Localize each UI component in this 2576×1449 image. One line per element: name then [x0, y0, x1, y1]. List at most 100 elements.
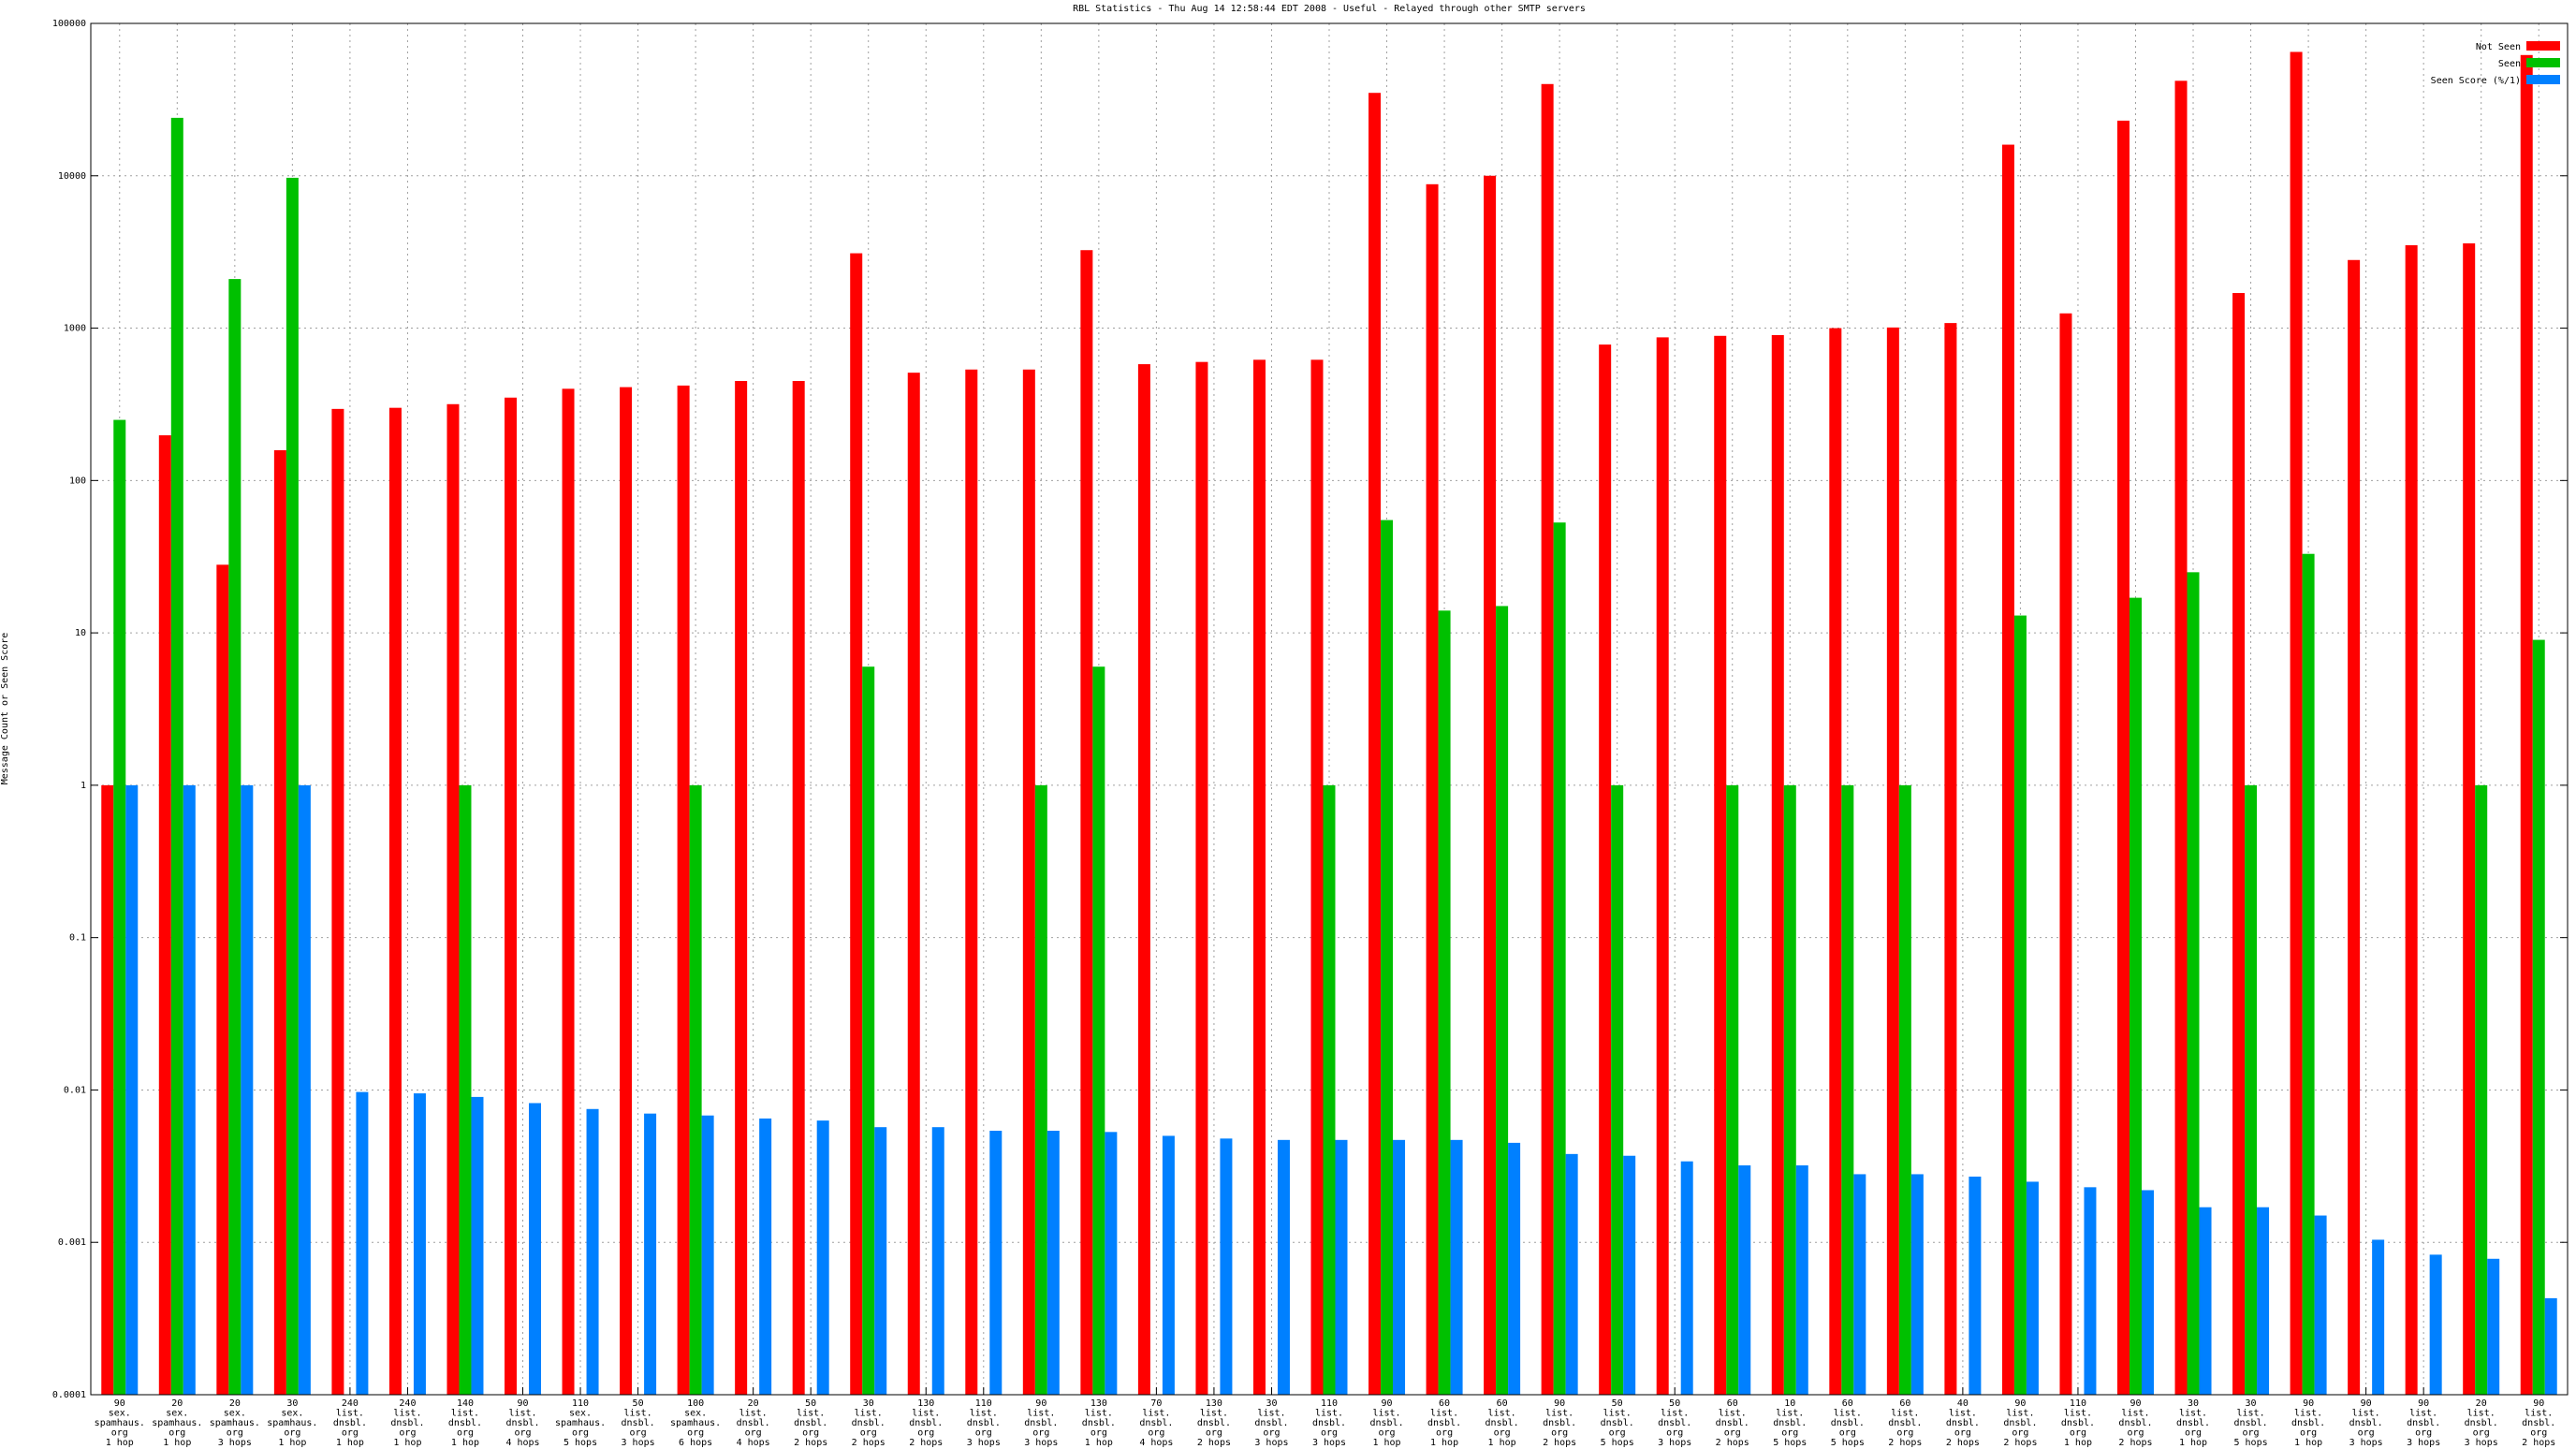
bar — [677, 385, 690, 1395]
x-tick-label-line: 1 hop — [2294, 1438, 2322, 1448]
x-tick-label-line: dnsbl. — [1486, 1418, 1519, 1428]
bar — [2013, 615, 2027, 1395]
x-tick-label-line: 1 hop — [278, 1438, 306, 1448]
bar — [388, 407, 402, 1396]
x-tick-label: 90 list. dnsbl. org 3 hops — [1024, 1398, 1058, 1448]
x-tick-label-line: org — [457, 1428, 474, 1439]
x-tick-label-line: list. — [1545, 1409, 1573, 1419]
x-tick-label-line: 90 — [517, 1398, 528, 1409]
x-tick-label-line: list. — [1430, 1409, 1458, 1419]
x-tick-label-line: 240 — [342, 1398, 359, 1409]
x-tick-label-line: org — [111, 1428, 128, 1439]
x-tick-label-line: 1 hop — [451, 1438, 479, 1448]
x-tick-label-line: org — [2243, 1428, 2260, 1439]
x-tick-label-line: dnsbl. — [1082, 1418, 1116, 1428]
bar — [1220, 1138, 1233, 1395]
x-tick-label-line: 2 hops — [2522, 1438, 2555, 1448]
x-tick-label-line: spamhaus. — [210, 1418, 260, 1428]
bar — [2059, 313, 2072, 1395]
bar — [1046, 1131, 1060, 1395]
x-tick-label-line: 2 hops — [2003, 1438, 2037, 1448]
x-tick-label-line: sex. — [281, 1409, 303, 1419]
bar — [1680, 1161, 1693, 1395]
x-tick-label-line: 50 — [1612, 1398, 1623, 1409]
bar — [1252, 359, 1266, 1395]
bar — [1969, 1177, 1982, 1395]
x-tick-label: 130 list. dnsbl. org 2 hops — [909, 1398, 943, 1448]
x-tick-label-line: 1 hop — [1488, 1438, 1516, 1448]
x-tick-label-line: org — [1379, 1428, 1396, 1439]
x-tick-label-line: 60 — [1497, 1398, 1508, 1409]
bar — [1335, 1139, 1348, 1395]
x-tick-label-line: 5 hops — [1601, 1438, 1634, 1448]
x-tick-label-line: dnsbl. — [2465, 1418, 2498, 1428]
x-tick-label-line: list. — [393, 1409, 421, 1419]
x-tick-label-line: sex. — [569, 1409, 592, 1419]
x-tick-label-line: 1 hop — [106, 1438, 134, 1448]
x-tick-label-line: 90 — [1554, 1398, 1565, 1409]
bar — [701, 1115, 714, 1395]
x-tick-label: 60 list. dnsbl. org 2 hops — [1888, 1398, 1922, 1448]
x-tick-label: 30 list. dnsbl. org 2 hops — [852, 1398, 886, 1448]
x-tick-label-line: 2 hops — [794, 1438, 827, 1448]
x-tick-label-line: 3 hops — [1658, 1438, 1691, 1448]
y-tick-label: 10 — [75, 628, 86, 638]
x-tick-label: 130 list. dnsbl. org 2 hops — [1197, 1398, 1231, 1448]
bar — [2026, 1181, 2039, 1395]
x-tick-label-line: 50 — [1669, 1398, 1680, 1409]
x-tick-label-line: 2 hops — [1197, 1438, 1231, 1448]
x-tick-label-line: dnsbl. — [1312, 1418, 1346, 1428]
y-tick-label: 100 — [69, 476, 86, 486]
x-tick-label-line: dnsbl. — [2176, 1418, 2210, 1428]
x-tick-label-line: 2 hops — [1543, 1438, 1576, 1448]
x-tick-label-line: dnsbl. — [2118, 1418, 2152, 1428]
bar — [1853, 1174, 1866, 1395]
x-tick-label-line: sex. — [109, 1409, 131, 1419]
x-tick-label: 30 list. dnsbl. org 3 hops — [1254, 1398, 1288, 1448]
x-tick-label-line: org — [1839, 1428, 1856, 1439]
y-tick-label: 0.0001 — [52, 1390, 86, 1400]
x-tick-label-line: 5 hops — [1831, 1438, 1865, 1448]
bar — [1022, 369, 1035, 1395]
x-tick-label-line: 1 hop — [1430, 1438, 1458, 1448]
x-tick-label-line: 130 — [1206, 1398, 1222, 1409]
chart-title: RBL Statistics - Thu Aug 14 12:58:44 EDT… — [1073, 4, 1586, 14]
x-tick-label-line: list. — [1315, 1409, 1343, 1419]
x-tick-label: 60 list. dnsbl. org 1 hop — [1486, 1398, 1519, 1448]
bar — [1944, 323, 1957, 1396]
x-tick-label-line: 90 — [2361, 1398, 2372, 1409]
x-tick-label-line: org — [1954, 1428, 1971, 1439]
x-tick-label-line: dnsbl. — [737, 1418, 770, 1428]
x-tick-label-line: dnsbl. — [852, 1418, 886, 1428]
x-tick-label-line: 60 — [1727, 1398, 1738, 1409]
bar — [2463, 243, 2476, 1396]
x-tick-label-line: list. — [970, 1409, 998, 1419]
x-tick-label-line: dnsbl. — [2061, 1418, 2095, 1428]
x-tick-label-line: dnsbl. — [1773, 1418, 1807, 1428]
x-tick-label-line: 2 hops — [909, 1438, 943, 1448]
bar — [331, 408, 344, 1396]
bar — [1738, 1164, 1751, 1395]
x-tick-label-line: org — [2473, 1428, 2490, 1439]
legend-label: Seen — [2498, 59, 2521, 69]
x-tick-label: 50 list. dnsbl. org 3 hops — [1658, 1398, 1691, 1448]
bar — [907, 373, 920, 1396]
x-tick-label-line: sex. — [166, 1409, 188, 1419]
x-tick-label-line: 1 hop — [2064, 1438, 2092, 1448]
x-tick-label-line: dnsbl. — [622, 1418, 655, 1428]
x-tick-label-line: 1 hop — [1085, 1438, 1113, 1448]
bar — [2372, 1239, 2385, 1395]
bar — [446, 403, 460, 1396]
bar — [2257, 1207, 2270, 1395]
x-tick-label-line: list. — [2409, 1409, 2437, 1419]
x-tick-label-line: dnsbl. — [1716, 1418, 1749, 1428]
x-tick-label-line: spamhaus. — [670, 1418, 721, 1428]
x-tick-label: 110 sex. spamhaus. org 5 hops — [555, 1398, 606, 1448]
x-tick-label-line: 240 — [399, 1398, 416, 1409]
y-tick-label: 1000 — [64, 324, 86, 334]
x-tick-label-line: 90 — [2533, 1398, 2544, 1409]
x-tick-label-line: 3 hops — [1024, 1438, 1058, 1448]
x-tick-label-line: dnsbl. — [1254, 1418, 1288, 1428]
x-tick-label-line: 110 — [1321, 1398, 1338, 1409]
bar — [1105, 1132, 1118, 1395]
